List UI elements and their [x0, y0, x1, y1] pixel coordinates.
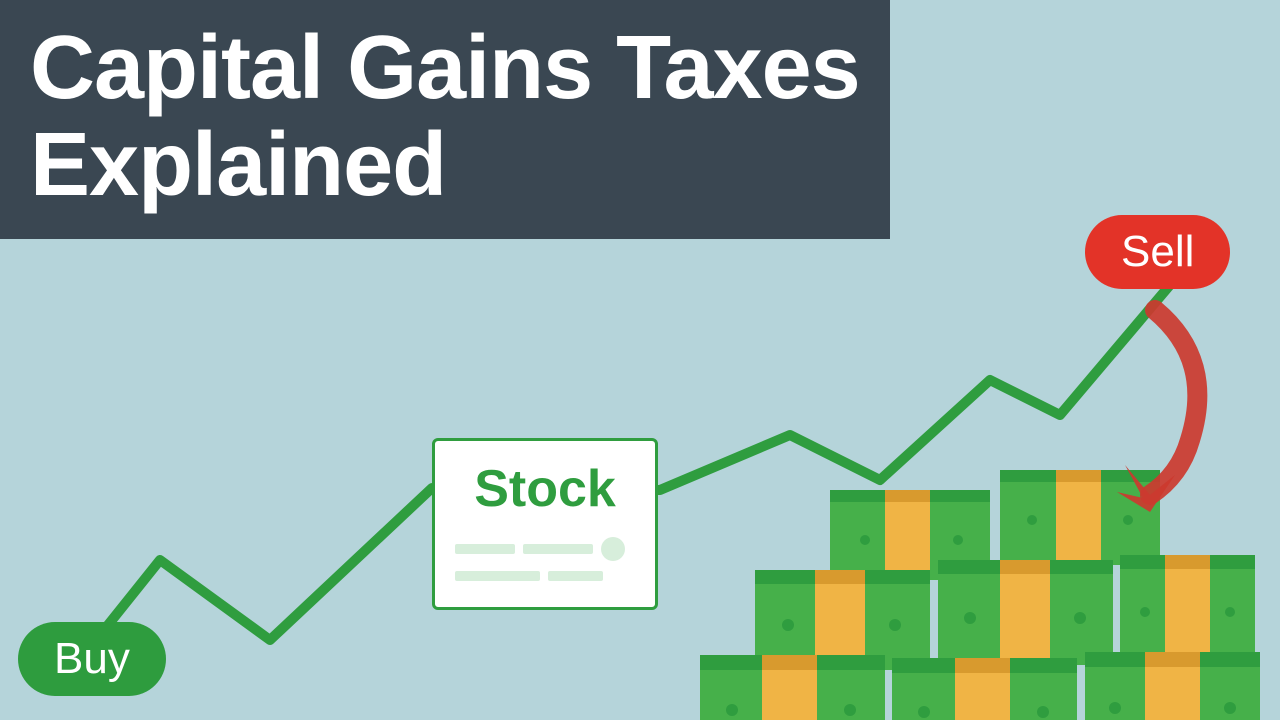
title-line-1: Capital Gains Taxes [30, 20, 860, 117]
stock-certificate: Stock [432, 438, 658, 610]
title-line-2: Explained [30, 117, 860, 214]
buy-pill: Buy [18, 622, 166, 696]
stock-lines [455, 537, 635, 581]
stock-label: Stock [455, 459, 635, 519]
buy-label: Buy [54, 634, 130, 683]
sell-pill: Sell [1085, 215, 1230, 289]
seal-icon [601, 537, 625, 561]
title-bar: Capital Gains Taxes Explained [0, 0, 890, 239]
sell-label: Sell [1121, 227, 1194, 276]
red-arrow-icon [1095, 300, 1245, 530]
